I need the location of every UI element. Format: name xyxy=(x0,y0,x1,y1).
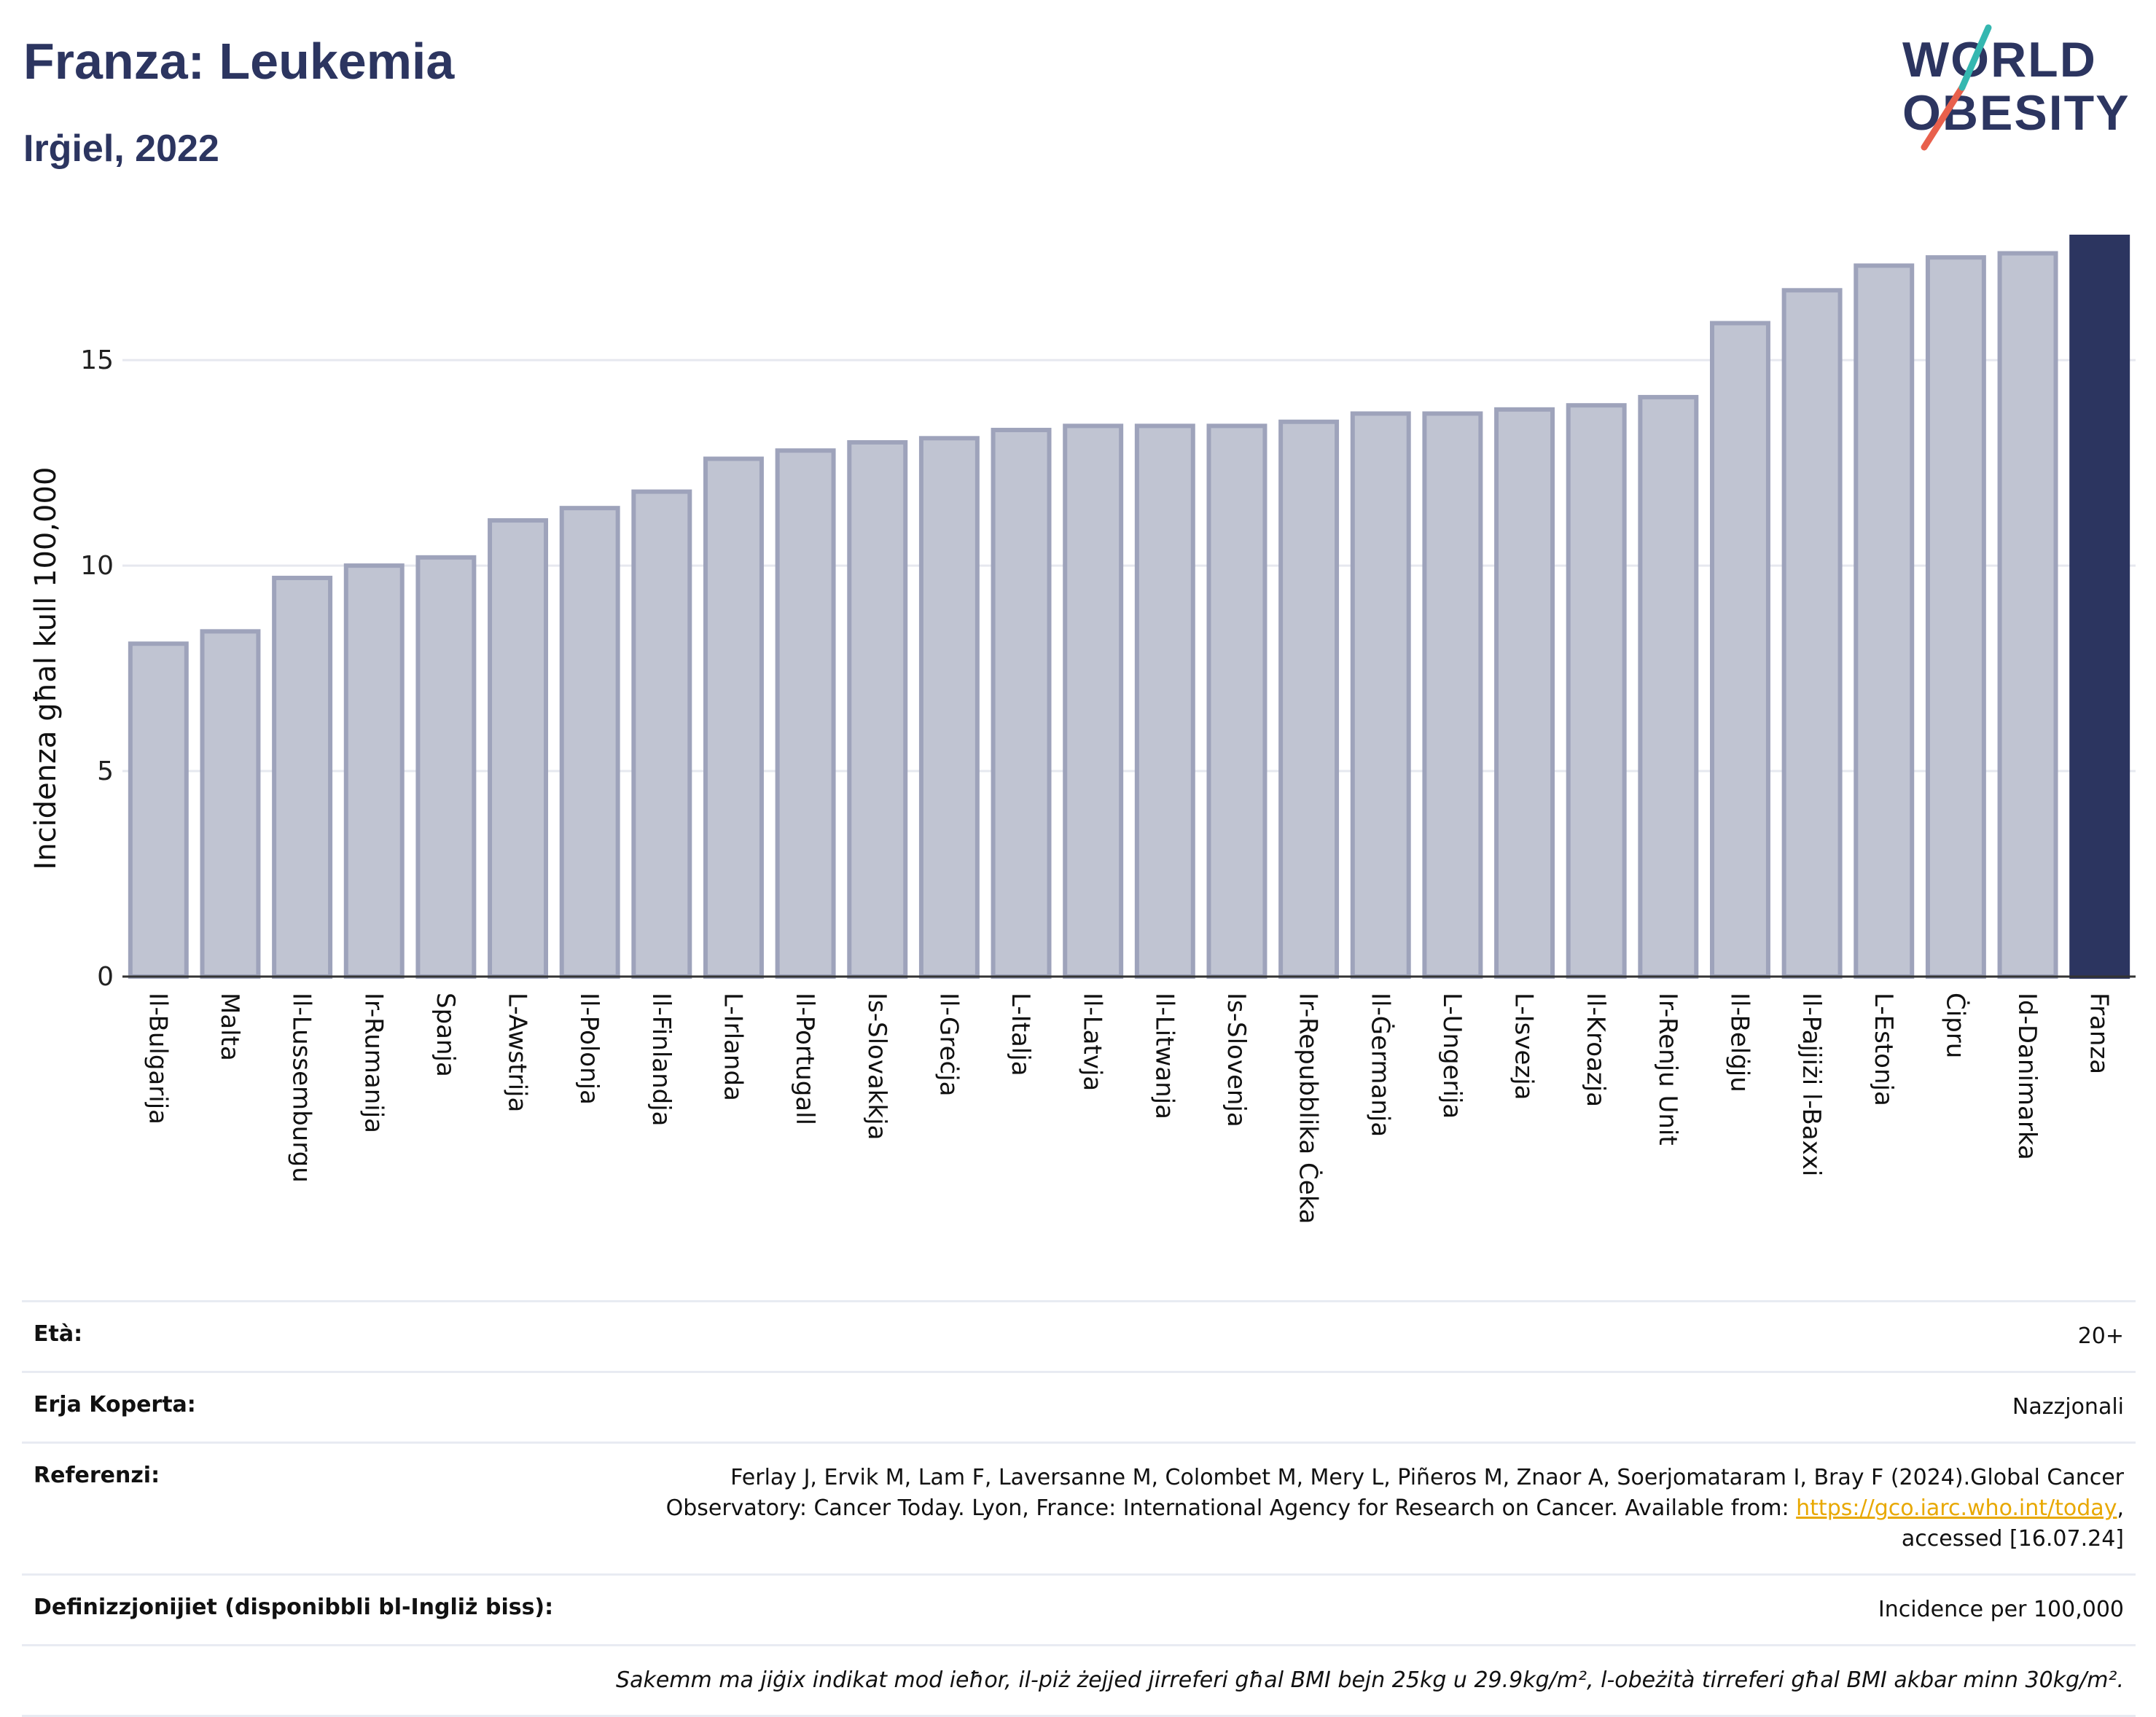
bar-id-danimarka xyxy=(1997,251,2058,979)
references-text: Ferlay J, Ervik M, Lam F, Laversanne M, … xyxy=(665,1465,2124,1521)
footnote: Sakemm ma jiġix indikat mod ieħor, il-pi… xyxy=(616,1667,2124,1693)
bar-l-estonja xyxy=(1854,263,1915,979)
x-tick-label: Il-Bulgarija xyxy=(143,993,172,1125)
x-tick-label: Il-Greċja xyxy=(934,993,963,1096)
bar-chart: 0 5 10 15 Il-Bulgarija Malta Il-Lussemburgu Ir… xyxy=(29,235,2136,1224)
bar-is-slovenja xyxy=(1206,423,1268,979)
x-tick-label: Il-Finlandja xyxy=(647,993,676,1127)
bar-il-litwanja xyxy=(1134,423,1195,979)
bar-il-pajji-i-l-baxxi xyxy=(1781,288,1843,979)
x-tick-label: L-Irlanda xyxy=(718,993,747,1101)
age-label: Età: xyxy=(34,1321,83,1347)
x-tick-label: Il-Kroazja xyxy=(1581,993,1610,1107)
page-subtitle: Irġiel, 2022 xyxy=(23,128,219,170)
bar-ir-repubblika-eka xyxy=(1278,419,1340,979)
bar-l-irlanda xyxy=(703,456,764,979)
x-tick-label: Ċipru xyxy=(1940,993,1970,1058)
x-tick-label: Ir-Repubblika Ċeka xyxy=(1294,993,1324,1224)
y-tick-label: 15 xyxy=(80,345,114,375)
y-axis-label: Incidenza għal kull 100,000 xyxy=(29,467,63,870)
x-tick-label: Franza xyxy=(2085,993,2114,1074)
bar-franza xyxy=(2069,235,2130,979)
references-value: Ferlay J, Ervik M, Lam F, Laversanne M, … xyxy=(622,1463,2124,1554)
info-row-age: Età: 20+ xyxy=(22,1300,2136,1371)
x-tick-label: L-Isvezja xyxy=(1509,993,1539,1100)
bar-l-italja xyxy=(991,428,1052,979)
page-title: Franza: Leukemia xyxy=(23,33,455,90)
y-tick-label: 5 xyxy=(97,756,114,786)
bar-l-isvezja xyxy=(1494,407,1555,979)
x-tick-label: L-Awstrija xyxy=(503,993,532,1112)
x-tick-label: Is-Slovenja xyxy=(1222,993,1251,1127)
bar-il-latvja xyxy=(1063,423,1124,979)
info-table: Età: 20+ Erja Koperta: Nazzjonali Refere… xyxy=(22,1300,2136,1717)
bar-il-ermanja xyxy=(1350,411,1411,979)
bars xyxy=(128,235,2130,979)
bar-il-lussemburgu xyxy=(272,576,333,979)
world-obesity-logo: WORLD OBESITY xyxy=(1902,24,2130,151)
x-tick-label: Il-Portugall xyxy=(790,993,819,1125)
bar-ir-renju-unit xyxy=(1638,394,1699,979)
bar-il-polonja xyxy=(559,506,620,979)
area-label: Erja Koperta: xyxy=(34,1392,196,1417)
x-tick-label: Il-Pajjiżi l-Baxxi xyxy=(1797,993,1826,1176)
y-axis-ticks: 0 5 10 15 xyxy=(80,345,114,992)
x-tick-label: Il-Polonja xyxy=(574,993,604,1105)
x-tick-label: Il-Litwanja xyxy=(1149,993,1179,1119)
definitions-label: Definizzjonijiet (disponibbli bl-Ingliż … xyxy=(34,1595,554,1620)
x-tick-label: Il-Ġermanja xyxy=(1365,993,1395,1137)
logo-text-obesity: OBESITY xyxy=(1902,85,2130,141)
x-tick-label: Il-Belġju xyxy=(1725,993,1754,1092)
y-tick-label: 0 xyxy=(97,962,114,992)
bar-il-bel-ju xyxy=(1709,321,1770,979)
bar-l-awstrija xyxy=(488,518,549,979)
bar-ir-rumanija xyxy=(343,563,405,979)
references-link[interactable]: https://gco.iarc.who.int/today xyxy=(1796,1495,2117,1521)
references-accessed: , accessed [16.07.24] xyxy=(1901,1495,2124,1552)
bar-il-bulgarija xyxy=(128,641,189,979)
info-row-references: Referenzi: Ferlay J, Ervik M, Lam F, Lav… xyxy=(22,1442,2136,1573)
bar-l-ungerija xyxy=(1422,411,1483,979)
bar--ipru xyxy=(1925,255,1986,979)
references-label: Referenzi: xyxy=(34,1463,160,1488)
x-tick-label: Spanja xyxy=(431,993,460,1077)
definitions-value: Incidence per 100,000 xyxy=(1878,1597,2124,1622)
x-tick-label: L-Estonja xyxy=(1869,993,1898,1106)
x-tick-label: L-Italja xyxy=(1006,993,1035,1076)
y-tick-label: 10 xyxy=(80,551,114,581)
x-tick-label: Is-Slovakkja xyxy=(862,993,891,1140)
x-axis-labels: Il-Bulgarija Malta Il-Lussemburgu Ir-Rumani… xyxy=(143,993,2113,1224)
info-row-note: Sakemm ma jiġix indikat mod ieħor, il-pi… xyxy=(22,1644,2136,1715)
info-row-area: Erja Koperta: Nazzjonali xyxy=(22,1371,2136,1442)
x-tick-label: Id-Danimarka xyxy=(2012,993,2042,1160)
logo-text-world: WORLD xyxy=(1902,32,2097,87)
bar-il-gre-ja xyxy=(918,436,980,979)
x-tick-label: L-Ungerija xyxy=(1437,993,1466,1119)
info-row-definitions: Definizzjonijiet (disponibbli bl-Ingliż … xyxy=(22,1573,2136,1644)
x-tick-label: Ir-Renju Unit xyxy=(1653,993,1682,1146)
bar-spanja xyxy=(415,555,477,979)
x-tick-label: Il-Lussemburgu xyxy=(287,993,316,1183)
x-tick-label: Malta xyxy=(215,993,244,1061)
x-tick-label: Ir-Rumanija xyxy=(359,993,388,1133)
bar-il-kroazja xyxy=(1566,403,1627,979)
x-tick-label: Il-Latvja xyxy=(1078,993,1107,1091)
bar-malta xyxy=(200,629,261,979)
bar-is-slovakkja xyxy=(847,439,908,979)
area-value: Nazzjonali xyxy=(2012,1394,2124,1420)
bar-il-portugall xyxy=(775,448,836,979)
age-value: 20+ xyxy=(2077,1323,2124,1349)
bar-il-finlandja xyxy=(631,489,692,979)
